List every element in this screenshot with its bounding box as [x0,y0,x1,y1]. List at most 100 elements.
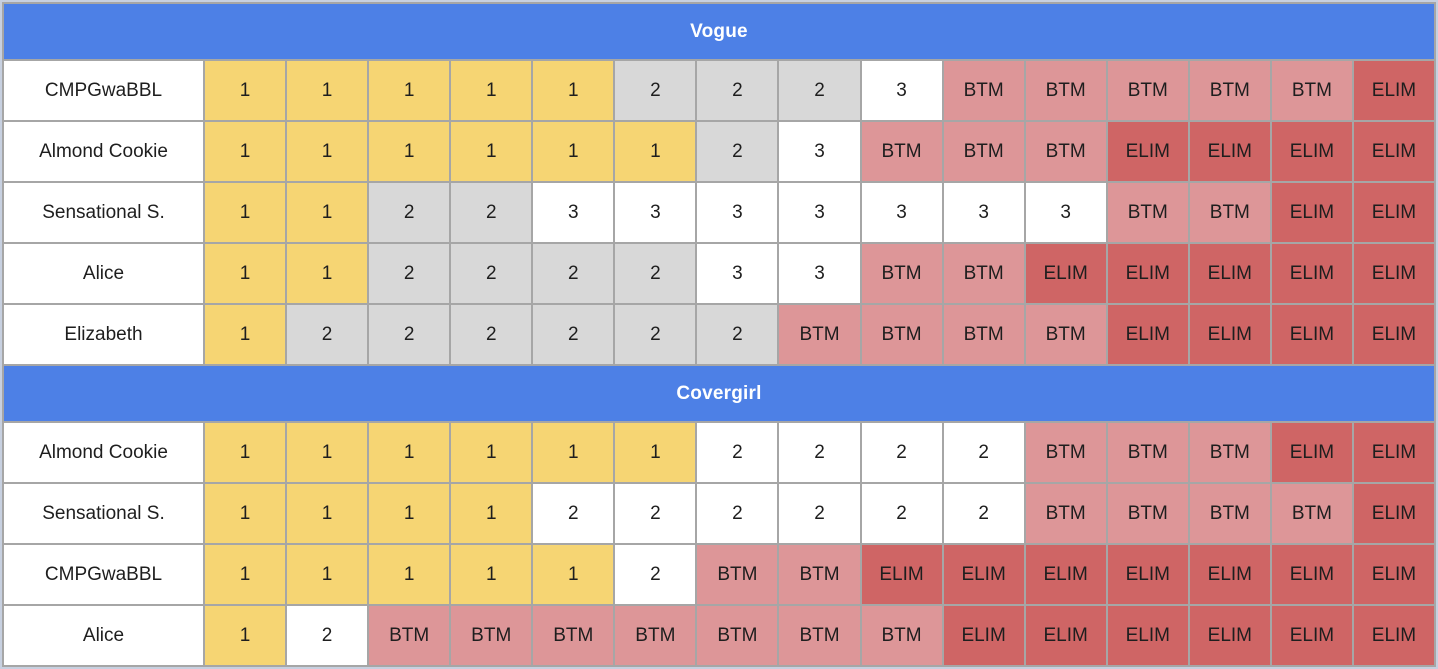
placement-cell: 1 [205,122,286,181]
placement-cell: 3 [697,244,778,303]
placement-cell: 1 [205,484,286,543]
placement-cell: 2 [451,244,532,303]
placement-cell: 2 [779,61,860,120]
placement-cell: 1 [369,423,450,482]
placement-cell: ELIM [1271,545,1352,604]
placement-cell: ELIM [1353,545,1434,604]
placement-cell: 2 [615,484,696,543]
placement-cell: ELIM [1025,606,1106,665]
placement-cell: ELIM [1107,122,1188,181]
contestant-name: CMPGwaBBL [4,61,203,120]
placement-cell: 1 [205,545,286,604]
placement-cell: ELIM [1353,122,1434,181]
placement-cell: BTM [1025,305,1106,364]
placement-cell: 2 [697,305,778,364]
placement-cell: ELIM [1107,244,1188,303]
placement-cell: 3 [861,183,942,242]
placement-cell: 1 [287,61,368,120]
placement-cell: BTM [1025,423,1106,482]
contestant-name: Almond Cookie [4,122,203,181]
placement-cell: BTM [1107,61,1188,120]
placement-cell: BTM [1025,484,1106,543]
placement-cell: 1 [287,183,368,242]
placement-cell: 2 [861,423,942,482]
placement-cell: BTM [861,606,942,665]
contestant-name: Almond Cookie [4,423,203,482]
placement-cell: 1 [205,183,286,242]
placement-cell: BTM [1189,423,1270,482]
placement-cell: 2 [615,61,696,120]
placement-cell: 1 [369,545,450,604]
contestant-name: Alice [4,244,203,303]
placement-cell: ELIM [1353,484,1434,543]
placement-cell: 1 [451,61,532,120]
placement-cell: BTM [943,305,1024,364]
placement-cell: BTM [1271,484,1352,543]
placement-cell: 1 [451,545,532,604]
placement-cell: BTM [861,244,942,303]
placement-cell: 2 [451,305,532,364]
placement-cell: 1 [205,244,286,303]
placement-cell: 2 [533,305,614,364]
placement-cell: BTM [861,122,942,181]
placement-cell: ELIM [1271,183,1352,242]
placement-cell: 2 [369,305,450,364]
placement-cell: BTM [1025,61,1106,120]
section-header-covergirl: Covergirl [4,366,1434,421]
placement-cell: 1 [205,423,286,482]
placement-cell: BTM [1107,183,1188,242]
placement-cell: ELIM [1107,305,1188,364]
placement-cell: 2 [697,484,778,543]
contestant-name: CMPGwaBBL [4,545,203,604]
placement-cell: BTM [779,606,860,665]
placement-cell: 2 [615,545,696,604]
placement-cell: 1 [369,484,450,543]
placement-cell: 1 [205,305,286,364]
placement-cell: 2 [369,183,450,242]
placement-cell: 2 [779,423,860,482]
placement-cell: 3 [943,183,1024,242]
placement-cell: 1 [615,122,696,181]
placement-cell: BTM [779,305,860,364]
placement-cell: 3 [779,183,860,242]
contestant-name: Sensational S. [4,183,203,242]
placement-cell: 1 [615,423,696,482]
placement-cell: 1 [533,61,614,120]
placement-cell: 1 [287,122,368,181]
placement-cell: 2 [287,305,368,364]
placement-cell: ELIM [1353,606,1434,665]
placement-cell: ELIM [1189,122,1270,181]
placement-cell: BTM [1107,484,1188,543]
placement-cell: 1 [287,484,368,543]
placement-cell: 3 [861,61,942,120]
placement-cell: ELIM [943,545,1024,604]
placement-cell: 2 [861,484,942,543]
placement-cell: 1 [369,122,450,181]
placement-cell: ELIM [1271,305,1352,364]
placement-cell: ELIM [1353,305,1434,364]
placement-cell: 1 [205,606,286,665]
placement-cell: 3 [779,122,860,181]
placement-cell: 2 [779,484,860,543]
placement-cell: BTM [1025,122,1106,181]
placement-cell: 1 [533,122,614,181]
contestant-name: Elizabeth [4,305,203,364]
placement-cell: 1 [451,423,532,482]
placement-cell: 1 [369,61,450,120]
placement-cell: BTM [615,606,696,665]
placement-cell: ELIM [1107,606,1188,665]
placement-cell: 1 [287,545,368,604]
placement-cell: 2 [533,484,614,543]
placement-cell: BTM [1189,484,1270,543]
placement-cell: ELIM [1271,244,1352,303]
placement-cell: 3 [615,183,696,242]
placement-cell: ELIM [1025,244,1106,303]
placement-cell: ELIM [1189,606,1270,665]
placement-cell: 2 [943,423,1024,482]
placement-cell: ELIM [1025,545,1106,604]
placement-cell: ELIM [1353,423,1434,482]
placement-cell: 2 [615,244,696,303]
placement-cell: 2 [943,484,1024,543]
placement-cell: BTM [533,606,614,665]
